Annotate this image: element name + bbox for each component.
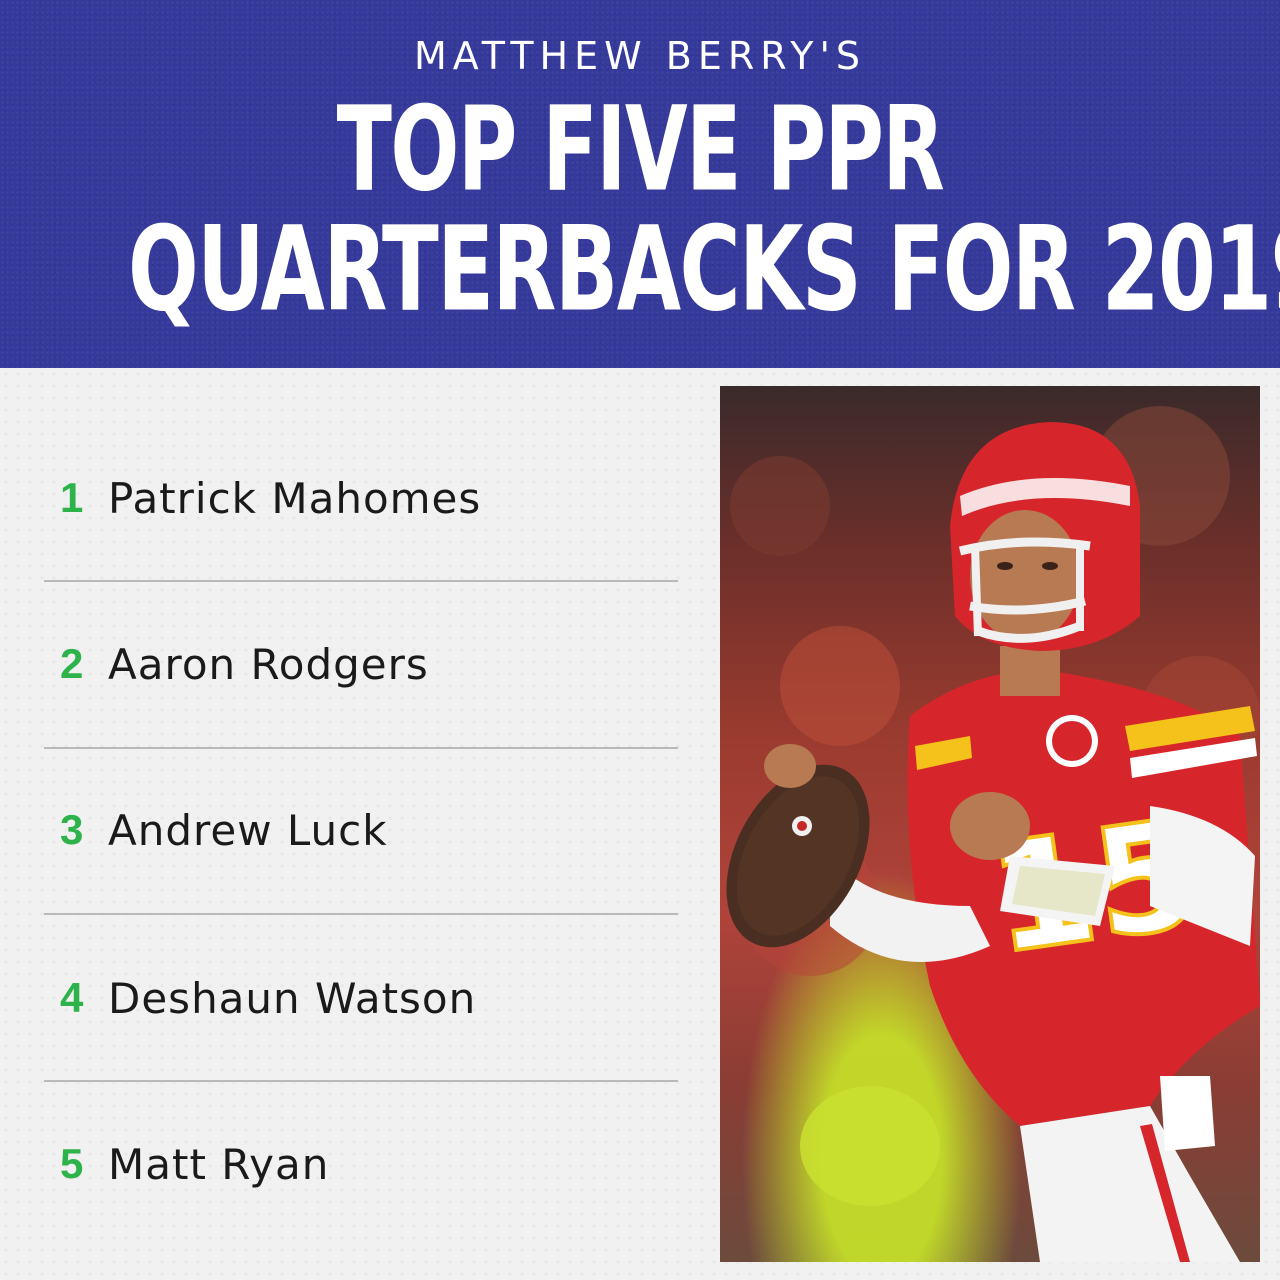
list-item: 4 Deshaun Watson <box>60 968 476 1028</box>
ranking-list: 1 Patrick Mahomes 2 Aaron Rodgers 3 Andr… <box>0 368 700 1280</box>
list-item: 1 Patrick Mahomes <box>60 468 481 528</box>
rank-number: 1 <box>60 474 84 521</box>
player-name: Matt Ryan <box>108 1139 330 1189</box>
player-photo: 15 <box>720 386 1260 1262</box>
player-illustration: 15 <box>726 406 1260 1262</box>
rank-number: 2 <box>60 640 84 687</box>
header-kicker: MATTHEW BERRY'S <box>413 34 867 78</box>
row-divider <box>44 747 678 749</box>
rank-number: 3 <box>60 806 84 853</box>
headline-line-1: TOP FIVE PPR <box>336 80 945 218</box>
header-banner: MATTHEW BERRY'S TOP FIVE PPR QUARTERBACK… <box>0 0 1280 368</box>
rank-number: 4 <box>60 974 84 1021</box>
row-divider <box>44 1080 678 1082</box>
list-item: 3 Andrew Luck <box>60 800 388 860</box>
player-name: Deshaun Watson <box>108 973 477 1023</box>
row-divider <box>44 913 678 915</box>
player-name: Andrew Luck <box>108 805 388 855</box>
headline-line-2: QUARTERBACKS FOR 2019 <box>128 200 1280 338</box>
row-divider <box>44 580 678 582</box>
player-name: Aaron Rodgers <box>108 639 429 689</box>
player-name: Patrick Mahomes <box>108 473 482 523</box>
list-item: 2 Aaron Rodgers <box>60 634 429 694</box>
list-item: 5 Matt Ryan <box>60 1134 329 1194</box>
rank-number: 5 <box>60 1140 84 1187</box>
